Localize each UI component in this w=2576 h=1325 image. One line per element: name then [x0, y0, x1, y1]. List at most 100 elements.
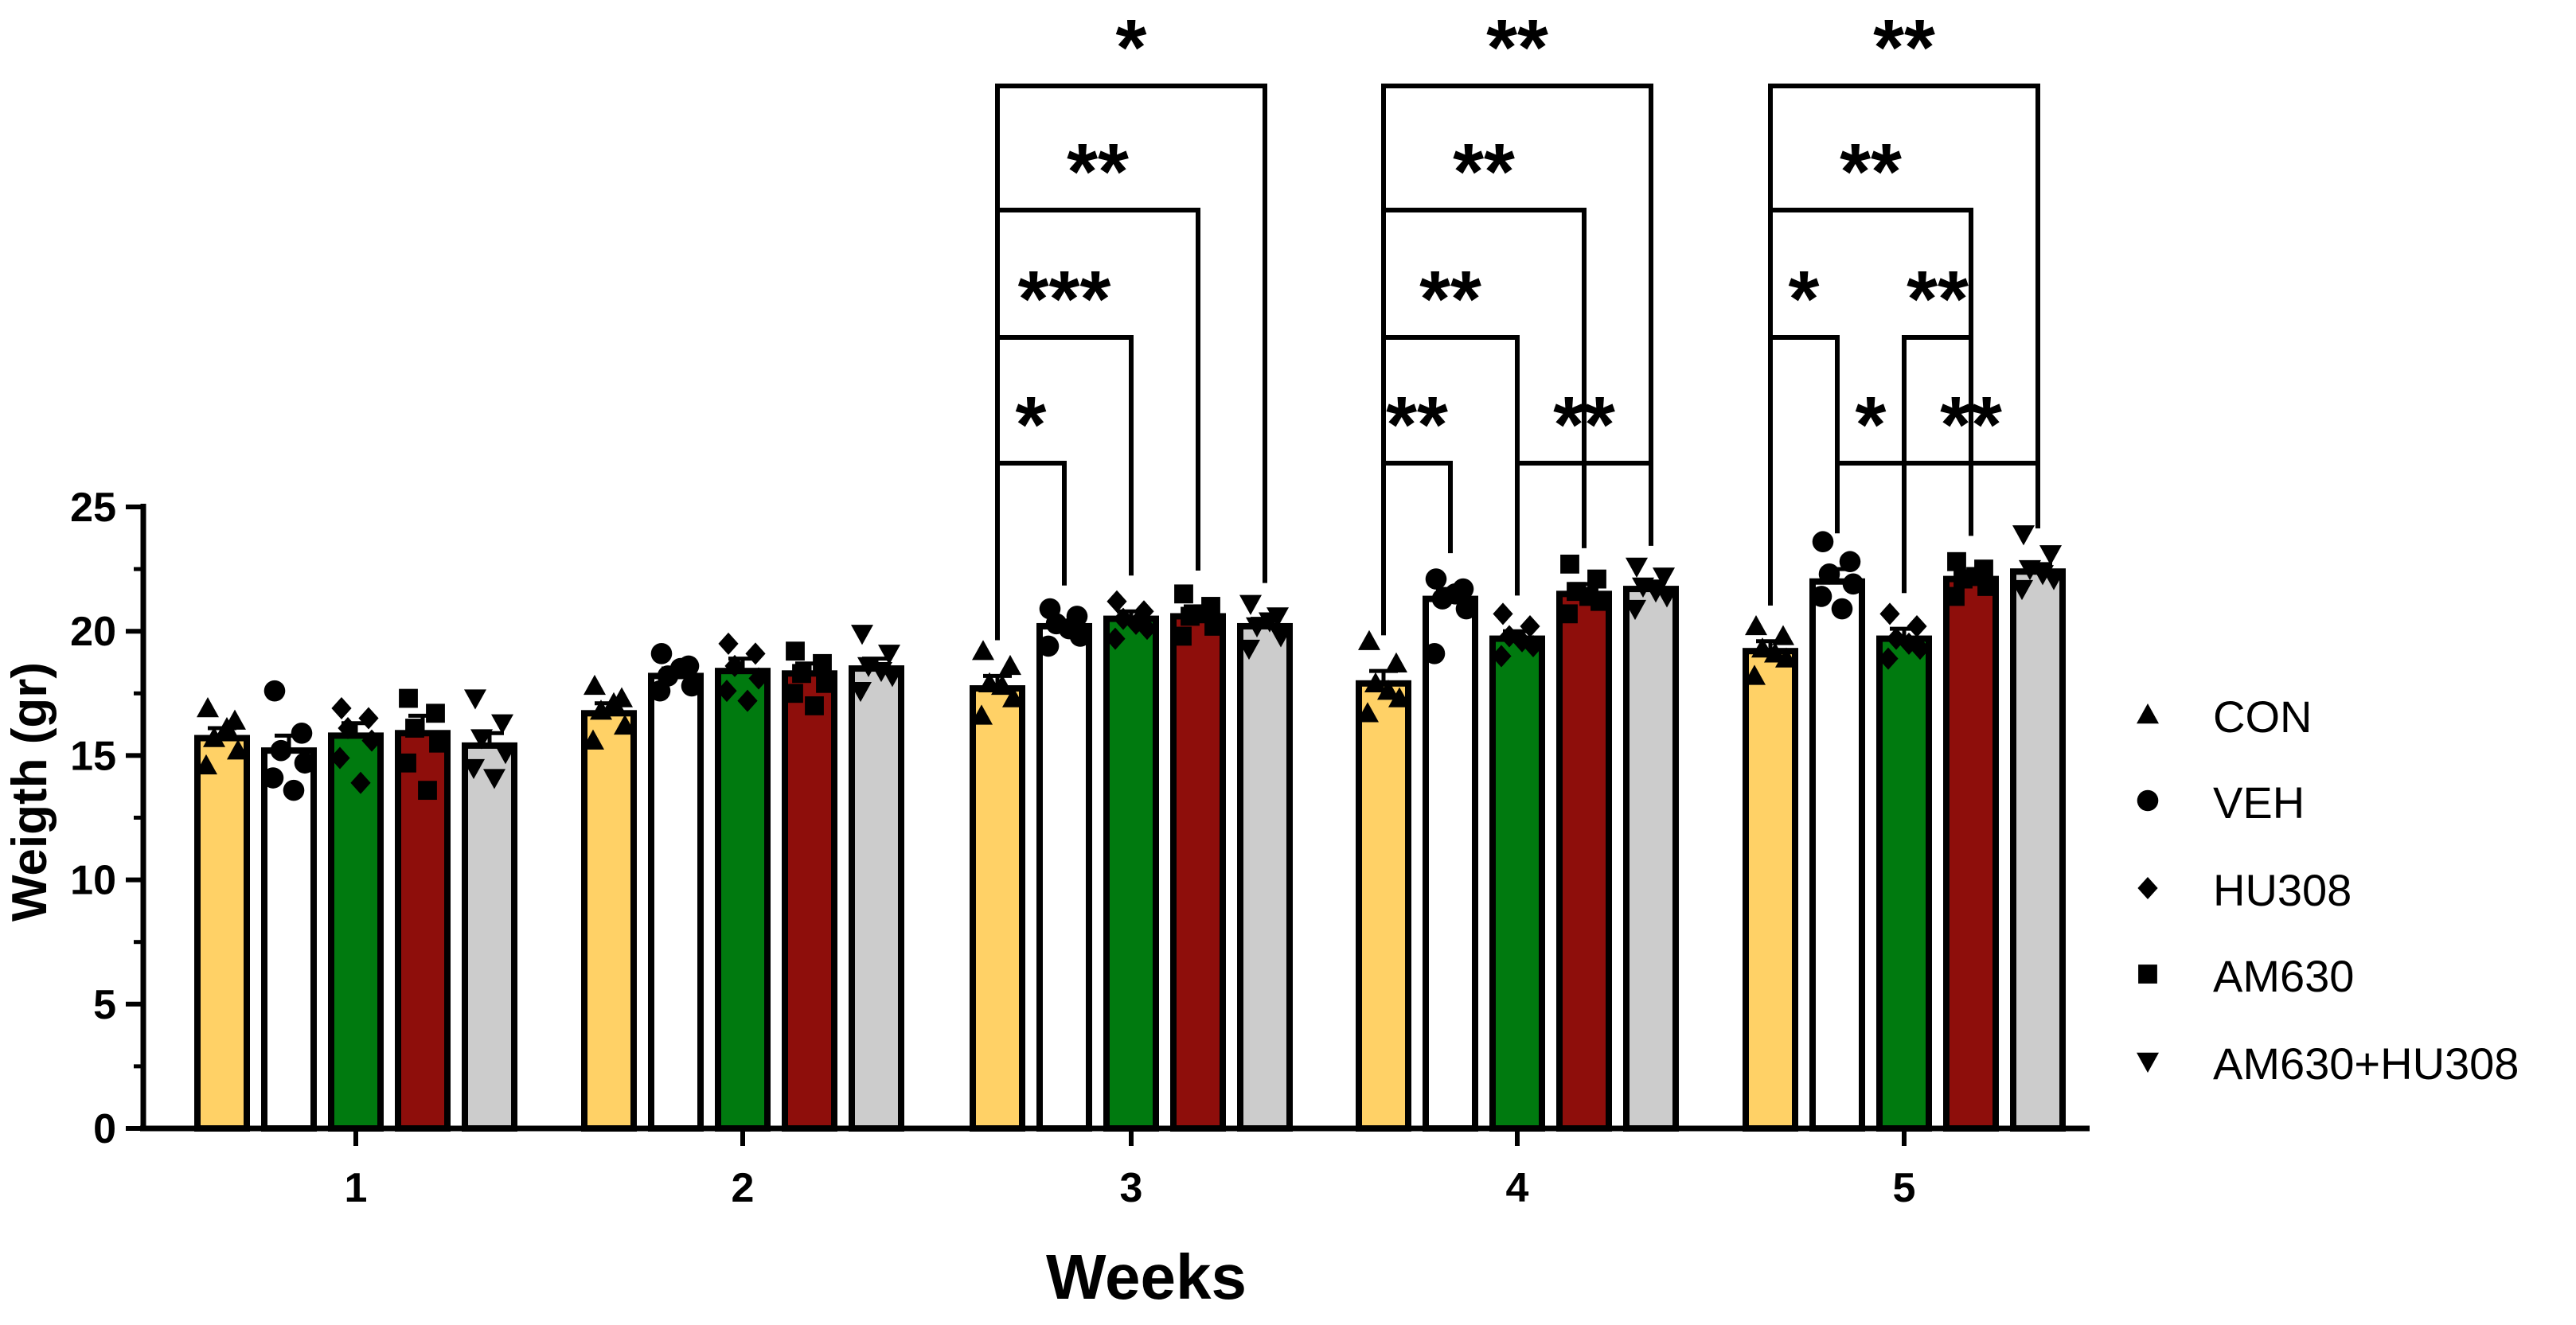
series-con: [194, 614, 1798, 1132]
bar: [1809, 578, 1865, 1132]
data-point: [197, 697, 219, 718]
data-point: [745, 642, 766, 665]
data-point: [418, 781, 437, 801]
data-point: [399, 688, 418, 708]
data-point: [1831, 598, 1853, 620]
bar: [1036, 622, 1092, 1132]
significance-bracket: *: [1768, 255, 1840, 606]
data-point: [786, 641, 805, 661]
bracket-line: [1835, 461, 1907, 594]
data-point: [792, 664, 811, 684]
bar: [1489, 635, 1545, 1132]
data-point: [1425, 568, 1447, 590]
bar: [715, 668, 771, 1132]
data-point: [491, 714, 513, 735]
data-point: [716, 680, 737, 703]
legend-label: AM630+HU308: [2213, 1039, 2519, 1089]
bar: [1556, 590, 1612, 1132]
legend-marker: [2137, 1052, 2159, 1073]
data-point: [878, 645, 900, 665]
legend-item-veh: VEH: [2137, 777, 2305, 828]
data-point: [1493, 602, 1513, 625]
series-am630: [395, 551, 1999, 1132]
data-point: [1879, 602, 1900, 625]
legend-label: HU308: [2213, 865, 2352, 915]
x-tick-label: 3: [1120, 1165, 1143, 1211]
data-point: [1810, 586, 1832, 607]
data-point: [1624, 599, 1646, 621]
data-point: [1842, 573, 1864, 595]
data-point: [358, 707, 379, 730]
legend-label: VEH: [2213, 777, 2305, 828]
data-point: [294, 752, 316, 774]
significance-label: *: [1789, 255, 1820, 344]
data-point: [1946, 587, 1965, 606]
data-point: [584, 674, 606, 696]
bar: [849, 665, 904, 1132]
series-am630-hu308: [462, 525, 2066, 1132]
bar: [1623, 586, 1679, 1132]
data-point: [1491, 645, 1512, 668]
legend-marker: [2137, 703, 2159, 724]
data-point: [681, 675, 703, 697]
bar: [1943, 575, 1999, 1132]
data-point: [1137, 618, 1157, 641]
data-point: [1745, 614, 1767, 636]
data-point: [1259, 612, 1281, 633]
significance-label: **: [1067, 127, 1129, 216]
data-point: [1113, 607, 1134, 630]
data-point: [1579, 587, 1598, 606]
series-veh: [261, 531, 1865, 1132]
x-tick-label: 4: [1506, 1165, 1529, 1211]
data-point: [970, 704, 993, 725]
data-point: [1058, 618, 1080, 640]
data-point: [1358, 629, 1380, 650]
bar: [261, 747, 317, 1132]
data-point: [1520, 614, 1540, 637]
data-point: [1356, 702, 1379, 723]
y-tick-label: 15: [70, 733, 116, 779]
y-tick-label: 5: [93, 982, 116, 1028]
significance-bracket: **: [1381, 3, 1653, 636]
bar: [581, 710, 637, 1132]
data-point: [1385, 652, 1407, 673]
bar: [648, 672, 704, 1132]
data-point: [1560, 554, 1579, 574]
bracket-line: [1768, 84, 2040, 606]
bar: [1103, 615, 1159, 1132]
data-point: [263, 680, 286, 702]
data-point: [291, 722, 313, 744]
data-point: [1812, 531, 1834, 553]
data-point: [1512, 629, 1532, 653]
data-point: [1134, 600, 1154, 623]
data-point: [1364, 672, 1387, 693]
data-point: [1772, 625, 1794, 645]
data-point: [283, 779, 305, 801]
bar: [1876, 635, 1932, 1132]
significance-label: *: [1856, 380, 1887, 470]
data-point: [331, 697, 352, 720]
bar: [462, 742, 517, 1132]
x-tick-label: 5: [1893, 1165, 1916, 1211]
data-point: [338, 717, 358, 740]
data-point: [464, 689, 486, 710]
x-axis-title: Weeks: [1046, 1241, 1247, 1312]
data-point: [2039, 545, 2062, 566]
data-point: [1002, 687, 1025, 707]
legend-item-hu308: HU308: [2137, 865, 2352, 915]
data-point: [1499, 625, 1520, 648]
data-point: [1238, 639, 1260, 661]
data-point: [650, 643, 673, 664]
y-tick-label: 0: [93, 1106, 116, 1152]
data-point: [1246, 617, 1268, 637]
significance-bracket: *: [995, 3, 1267, 641]
data-point: [870, 661, 892, 683]
data-point: [2032, 565, 2054, 586]
significance-label: **: [1419, 255, 1481, 344]
legend-marker: [2138, 965, 2157, 984]
bar: [194, 735, 250, 1132]
y-tick-label: 25: [70, 485, 116, 531]
bar: [328, 732, 384, 1132]
data-point: [1878, 647, 1899, 670]
x-tick-label: 1: [345, 1165, 368, 1211]
